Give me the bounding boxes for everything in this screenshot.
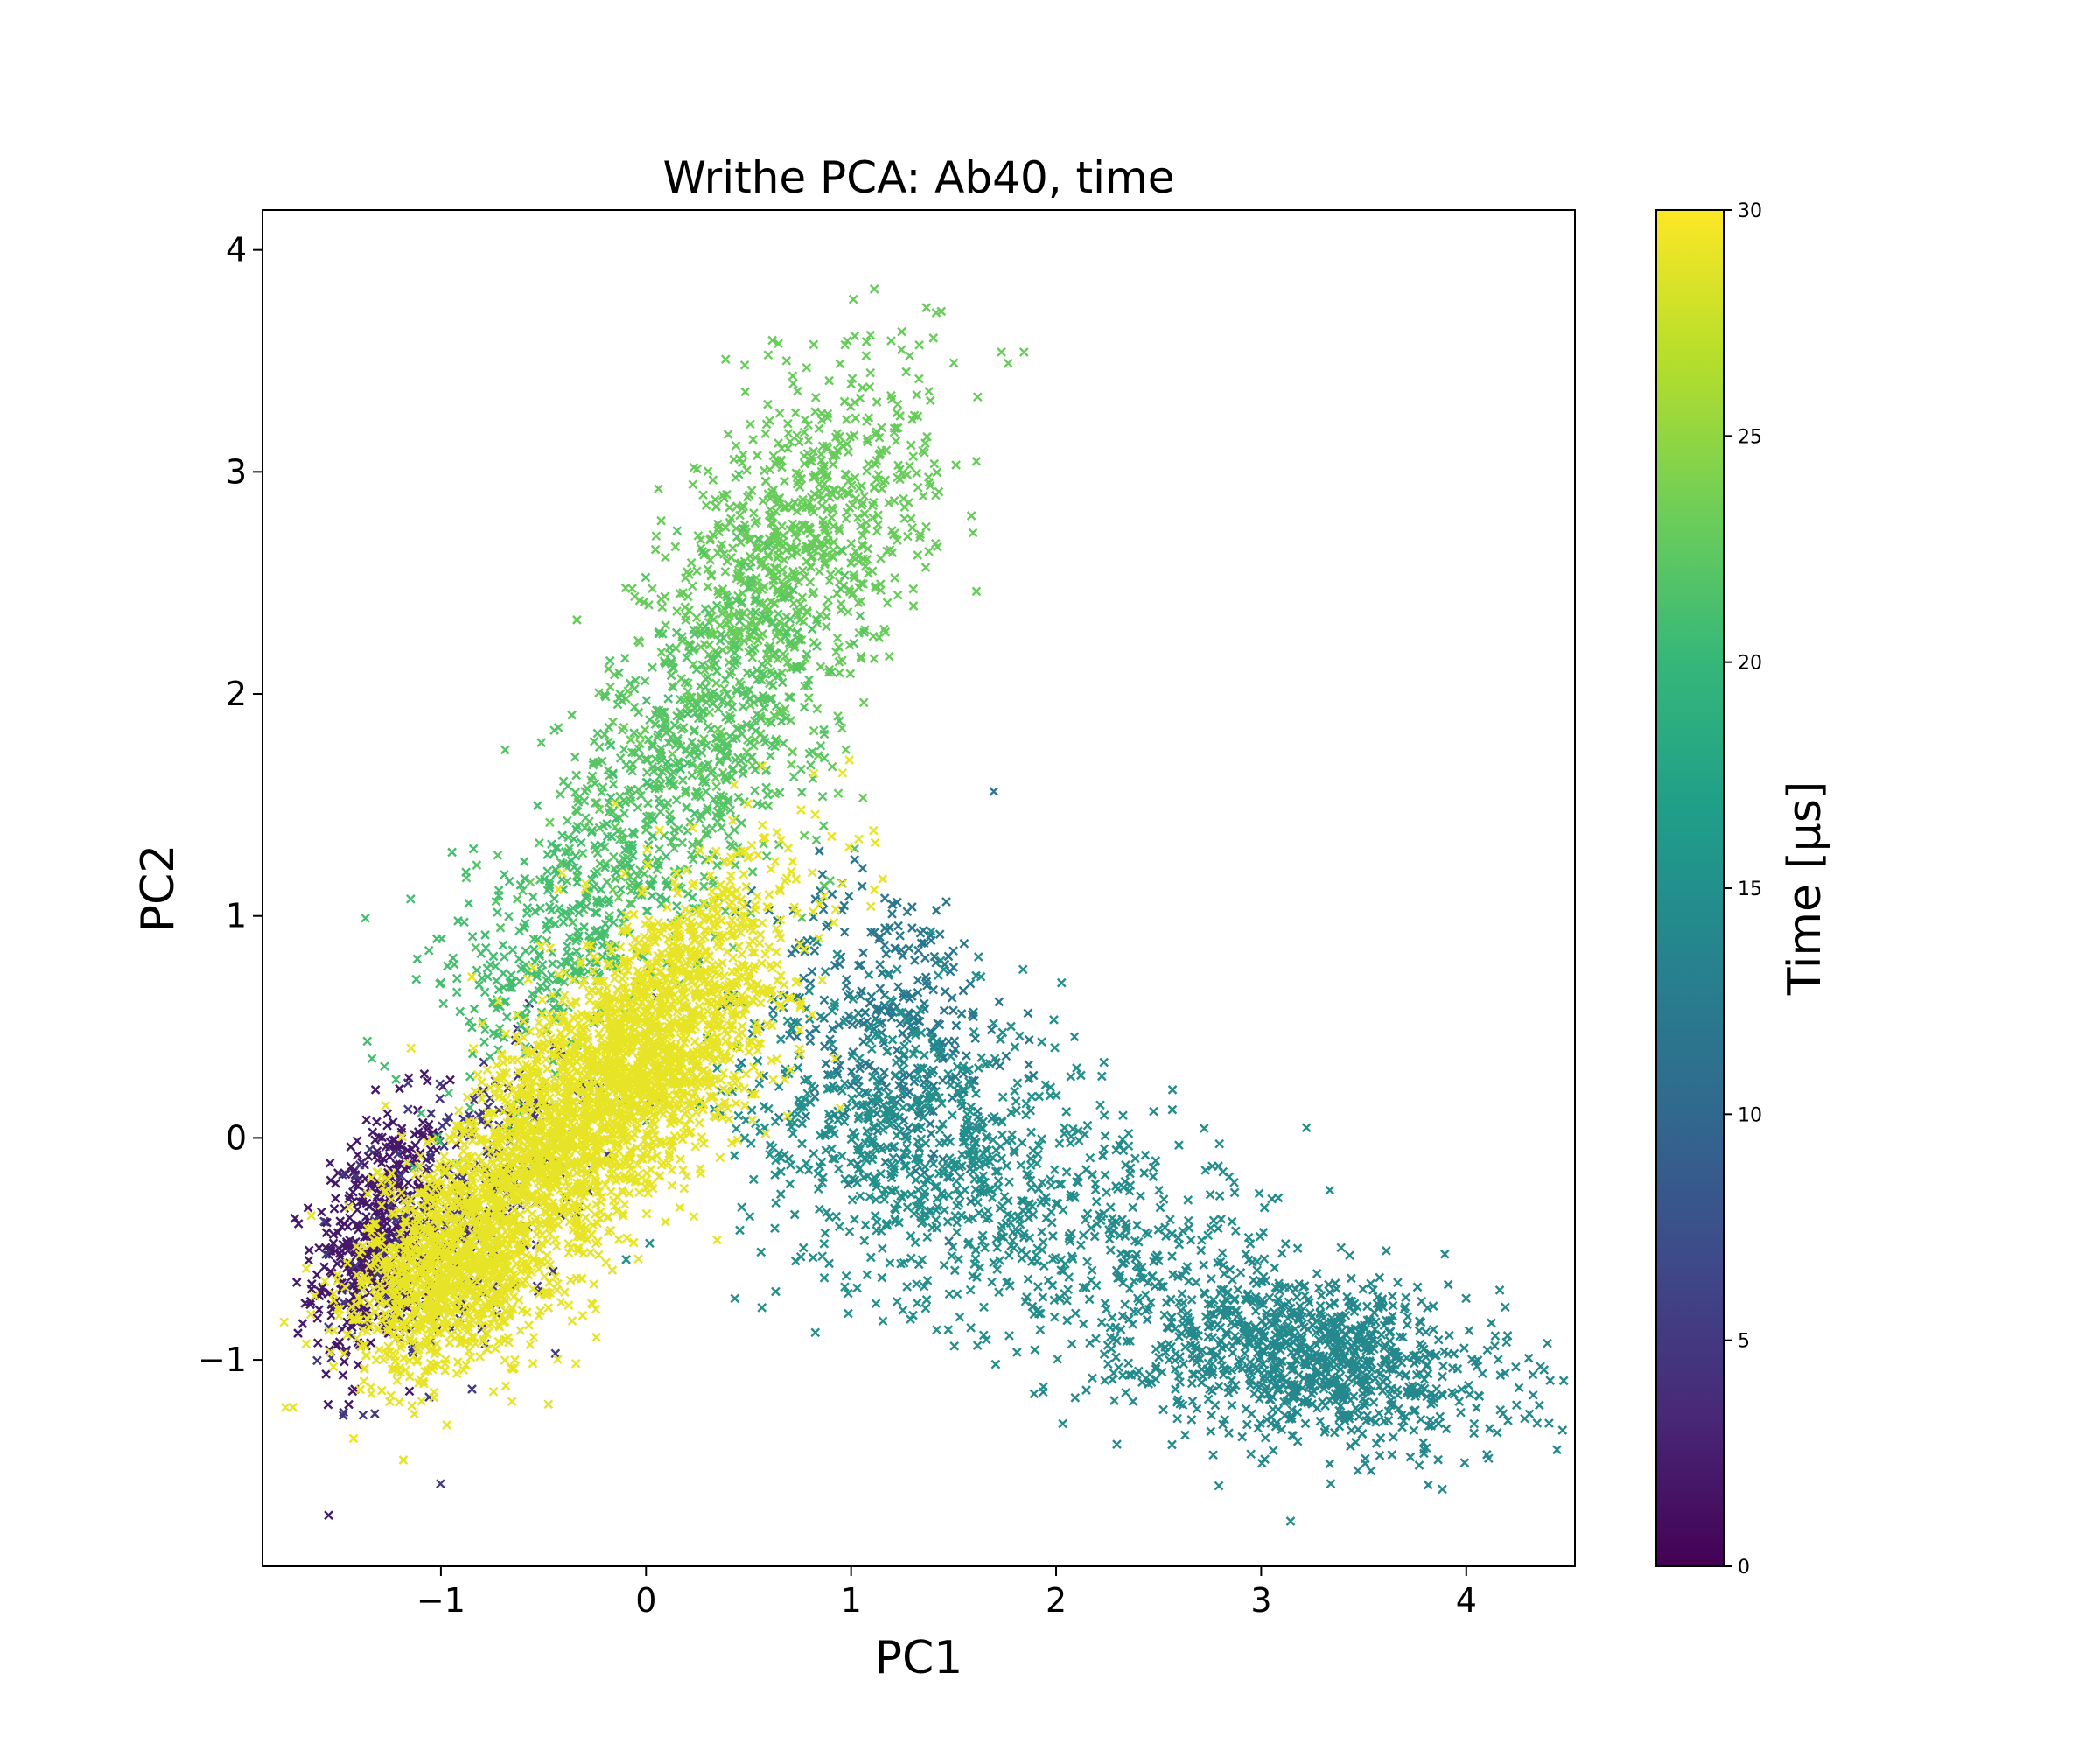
colorbar-tick-label: 0 [1738,1557,1750,1578]
x-axis-ticks: −1 0 1 2 3 4 [416,1566,1477,1620]
colorbar-tick-label: 30 [1738,200,1762,222]
colorbar [1656,209,1725,1567]
y-tick-label: 1 [226,897,247,935]
y-tick-label: −1 [198,1340,247,1379]
scatter-series [856,1080,1362,1526]
x-tick-label: 0 [635,1581,656,1620]
x-axis-label: PC1 [875,1632,963,1684]
y-axis-label: PC2 [132,844,185,933]
scatter-series [1022,1223,1575,1494]
y-tick-label: 0 [226,1118,247,1157]
x-tick-label: 1 [841,1581,862,1620]
y-tick-label: 4 [226,231,247,270]
colorbar-tick-label: 25 [1738,426,1762,448]
colorbar-ticks: 0 5 10 15 20 25 30 [1724,200,1762,1578]
y-axis-ticks: −1 0 1 2 3 4 [198,231,262,1379]
colorbar-tick-label: 15 [1738,878,1762,900]
colorbar-tick-label: 10 [1738,1104,1762,1126]
x-tick-label: −1 [416,1581,466,1620]
chart-title: Writhe PCA: Ab40, time [662,152,1174,203]
scatter-series [525,284,1029,902]
colorbar-tick-label: 20 [1738,653,1762,675]
scatter-points [279,284,1575,1526]
y-tick-label: 3 [226,452,247,491]
x-tick-label: 2 [1046,1581,1067,1620]
colorbar-tick-label: 5 [1738,1331,1750,1353]
plot-frame [262,209,1576,1567]
y-tick-label: 2 [226,675,247,713]
x-tick-label: 3 [1250,1581,1271,1620]
scatter-series [344,920,747,1373]
x-tick-label: 4 [1456,1581,1477,1620]
colorbar-label: Time [μs] [1779,781,1831,997]
